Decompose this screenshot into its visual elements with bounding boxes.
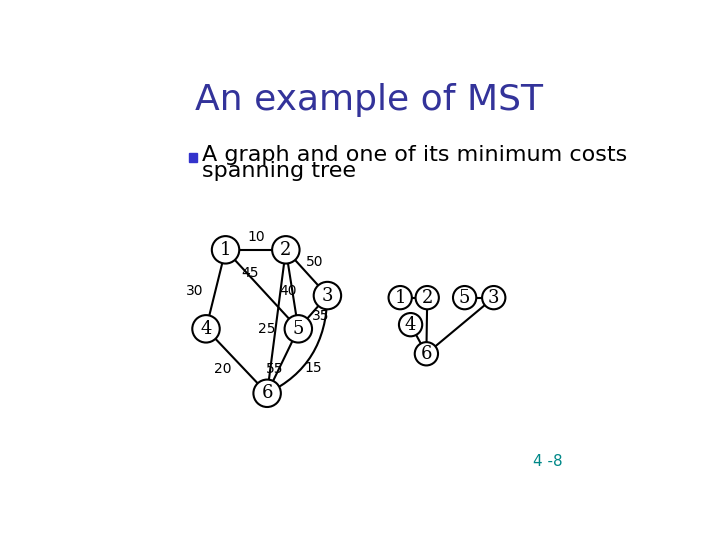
Text: 3: 3	[322, 287, 333, 305]
Text: An example of MST: An example of MST	[195, 83, 543, 117]
Text: 6: 6	[261, 384, 273, 402]
Text: 45: 45	[242, 266, 259, 280]
Circle shape	[284, 315, 312, 342]
Circle shape	[272, 236, 300, 264]
Text: 15: 15	[304, 361, 322, 375]
Text: 4: 4	[200, 320, 212, 338]
Text: 25: 25	[258, 322, 276, 336]
Text: 20: 20	[214, 362, 231, 376]
Text: 2: 2	[280, 241, 292, 259]
Circle shape	[253, 380, 281, 407]
Text: 4 -8: 4 -8	[533, 454, 562, 469]
Text: 4: 4	[405, 316, 416, 334]
Circle shape	[192, 315, 220, 342]
Text: 5: 5	[292, 320, 304, 338]
Circle shape	[314, 282, 341, 309]
Circle shape	[453, 286, 476, 309]
Text: 35: 35	[312, 309, 330, 323]
Text: 6: 6	[420, 345, 432, 363]
Text: 50: 50	[306, 255, 324, 269]
Circle shape	[399, 313, 422, 336]
Text: A graph and one of its minimum costs: A graph and one of its minimum costs	[202, 145, 627, 165]
Text: 1: 1	[395, 289, 406, 307]
Text: 3: 3	[488, 289, 500, 307]
Circle shape	[415, 286, 439, 309]
Bar	[189, 152, 197, 161]
Circle shape	[415, 342, 438, 366]
Text: 2: 2	[421, 289, 433, 307]
Text: spanning tree: spanning tree	[202, 161, 356, 181]
Text: 10: 10	[247, 231, 265, 245]
Text: 1: 1	[220, 241, 231, 259]
Text: 55: 55	[266, 362, 283, 376]
Text: 30: 30	[186, 285, 203, 299]
Circle shape	[212, 236, 239, 264]
Text: 40: 40	[279, 285, 297, 299]
Text: 5: 5	[459, 289, 470, 307]
Circle shape	[482, 286, 505, 309]
Circle shape	[389, 286, 412, 309]
